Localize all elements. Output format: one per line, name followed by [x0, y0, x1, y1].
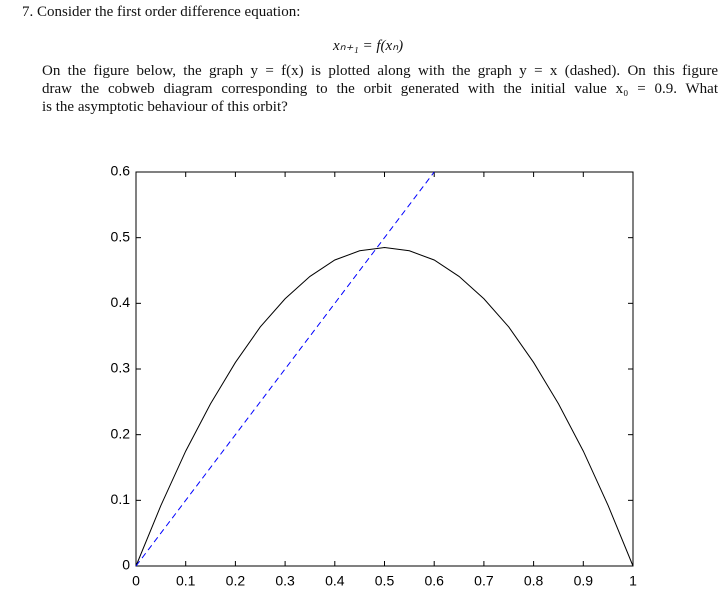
- x-tick-label: 0.2: [226, 573, 246, 589]
- question-heading: 7. Consider the first order difference e…: [22, 4, 301, 20]
- function-curve: [135, 247, 634, 567]
- y-tick-label: 0.5: [111, 228, 131, 244]
- x-tick-label: 0.7: [474, 573, 494, 589]
- y-tick-label: 0.6: [111, 163, 131, 179]
- x-tick-label: 0.3: [275, 573, 295, 589]
- x-tick-label: 0: [132, 573, 140, 589]
- y-tick-label: 0.2: [111, 425, 131, 441]
- equation: xₙ₊₁ = f(xₙ): [333, 38, 404, 54]
- x-tick-label: 0.5: [375, 573, 395, 589]
- x-tick-label: 1: [629, 573, 637, 589]
- y-tick-label: 0.1: [111, 491, 131, 507]
- y-tick-label: 0.3: [111, 360, 131, 376]
- y-tick-label: 0.4: [111, 294, 131, 310]
- x-tick-label: 0.1: [176, 573, 196, 589]
- question-text: On the figure below, the graph y = f(x) …: [42, 63, 718, 79]
- x-tick-label: 0.8: [524, 573, 544, 589]
- identity-line: [135, 171, 435, 567]
- question-text: draw the cobweb diagram corresponding to…: [42, 81, 718, 97]
- x-tick-label: 0.9: [574, 573, 594, 589]
- x-tick-label: 0.6: [424, 573, 444, 589]
- plot-frame: [135, 171, 634, 567]
- x-tick-label: 0.4: [325, 573, 345, 589]
- y-tick-label: 0: [122, 557, 130, 573]
- question-text: is the asymptotic behaviour of this orbi…: [42, 99, 288, 115]
